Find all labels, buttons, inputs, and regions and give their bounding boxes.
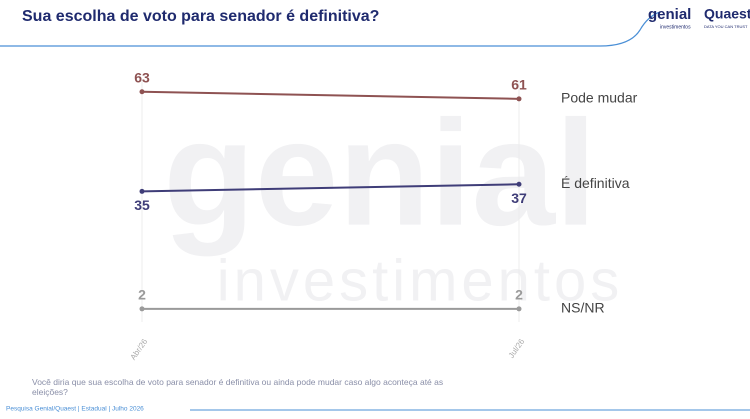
logo-quaest: Quaest: [704, 6, 750, 22]
series-line: [141, 90, 520, 100]
source: Pesquisa Genial/Quaest | Estadual | Julh…: [6, 406, 144, 413]
watermark: genial: [163, 89, 596, 257]
legend-label: Pode mudar: [561, 90, 638, 106]
footnote-box: Você diria que sua escolha de voto para …: [32, 377, 444, 397]
watermark-sub: investimentos: [217, 248, 624, 313]
logo-genial: genial: [648, 6, 691, 23]
data-label: 61: [511, 77, 527, 93]
data-label: 2: [138, 287, 146, 303]
point: [516, 181, 522, 187]
data-label: 2: [515, 287, 523, 303]
data-label: 37: [511, 190, 527, 206]
point: [516, 96, 522, 102]
data-label: 35: [134, 197, 150, 213]
footnote: Você diria que sua escolha de voto para …: [32, 377, 444, 397]
point: [516, 306, 522, 312]
series-line: [141, 183, 520, 193]
point: [139, 89, 145, 95]
data-label: 63: [134, 69, 150, 85]
logo-genial-sub: investimentos: [660, 24, 691, 30]
legend-label: É definitiva: [561, 175, 630, 191]
legend-label: NS/NR: [561, 300, 605, 316]
chart-title: Sua escolha de voto para senador é defin…: [22, 8, 379, 25]
header-line: [0, 11, 661, 47]
logo-quaest-sub: DATA YOU CAN TRUST: [704, 24, 748, 29]
point: [139, 306, 145, 312]
point: [139, 188, 145, 194]
